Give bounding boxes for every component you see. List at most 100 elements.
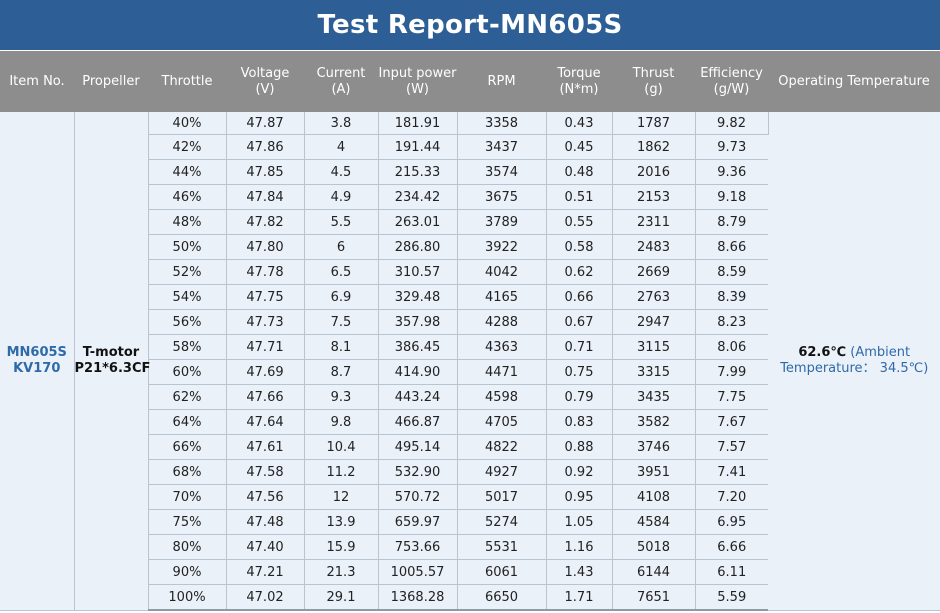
item-model: MN605S (6, 344, 67, 360)
thrust-cell: 7651 (612, 584, 696, 611)
thrust-cell: 2947 (612, 309, 696, 335)
throttle-cell: 68% (148, 459, 227, 485)
rpm-cell: 6650 (457, 584, 547, 611)
title-divider (0, 50, 940, 51)
rpm-cell: 4363 (457, 334, 547, 360)
throttle-cell: 80% (148, 534, 227, 560)
torque-cell: 0.83 (546, 409, 613, 435)
current-cell: 5.5 (304, 209, 379, 235)
header-unit: (g) (644, 81, 663, 97)
header-label: Current (316, 65, 366, 81)
table-row: 48% 47.82 5.5 263.01 3789 0.55 2311 8.79 (0, 209, 940, 235)
input-power-cell: 286.80 (378, 234, 458, 260)
throttle-cell: 52% (148, 259, 227, 285)
current-cell: 13.9 (304, 509, 379, 535)
thrust-cell: 4108 (612, 484, 696, 510)
efficiency-cell: 6.11 (695, 559, 768, 585)
torque-cell: 1.16 (546, 534, 613, 560)
throttle-cell: 64% (148, 409, 227, 435)
header-operating-temperature: Operating Temperature (768, 51, 940, 112)
throttle-cell: 46% (148, 184, 227, 210)
input-power-cell: 1368.28 (378, 584, 458, 611)
header-label: Thrust (632, 65, 675, 81)
input-power-cell: 191.44 (378, 134, 458, 160)
rpm-cell: 3437 (457, 134, 547, 160)
torque-cell: 0.66 (546, 284, 613, 310)
current-cell: 29.1 (304, 584, 379, 611)
header-label: Operating Temperature (778, 73, 930, 89)
current-cell: 4.5 (304, 159, 379, 185)
rpm-cell: 4705 (457, 409, 547, 435)
rpm-cell: 4598 (457, 384, 547, 410)
input-power-cell: 310.57 (378, 259, 458, 285)
rpm-cell: 4822 (457, 434, 547, 460)
thrust-cell: 2669 (612, 259, 696, 285)
rpm-cell: 5017 (457, 484, 547, 510)
input-power-cell: 386.45 (378, 334, 458, 360)
voltage-cell: 47.84 (226, 184, 305, 210)
torque-cell: 0.43 (546, 112, 613, 135)
current-cell: 7.5 (304, 309, 379, 335)
efficiency-cell: 7.41 (695, 459, 768, 485)
table-row: 66% 47.61 10.4 495.14 4822 0.88 3746 7.57 (0, 434, 940, 460)
current-cell: 12 (304, 484, 379, 510)
thrust-cell: 2311 (612, 209, 696, 235)
input-power-cell: 495.14 (378, 434, 458, 460)
propeller-cell: T-motor P21*6.3CF (74, 112, 150, 611)
throttle-cell: 60% (148, 359, 227, 385)
efficiency-cell: 9.73 (695, 134, 768, 160)
header-label: Propeller (82, 73, 140, 89)
thrust-cell: 1787 (612, 112, 696, 135)
header-item-no: Item No. (0, 51, 74, 112)
header-row: Item No. Propeller Throttle Voltage (V) Curre… (0, 51, 940, 112)
torque-cell: 0.71 (546, 334, 613, 360)
table-row: 46% 47.84 4.9 234.42 3675 0.51 2153 9.18 (0, 184, 940, 210)
rpm-cell: 3675 (457, 184, 547, 210)
current-cell: 4 (304, 134, 379, 160)
voltage-cell: 47.40 (226, 534, 305, 560)
operating-temperature-cell: 62.6℃ (Ambient Temperature： 34.5℃) (768, 112, 940, 611)
input-power-cell: 263.01 (378, 209, 458, 235)
header-label: Item No. (9, 73, 65, 89)
torque-cell: 1.05 (546, 509, 613, 535)
table-row: 100% 47.02 29.1 1368.28 6650 1.71 7651 5.59 (0, 584, 940, 611)
throttle-cell: 70% (148, 484, 227, 510)
table-row: MN605S KV170 T-motor P21*6.3CF 40% 47.87 3.8 18… (0, 112, 940, 611)
header-throttle: Throttle (148, 51, 226, 112)
torque-cell: 1.43 (546, 559, 613, 585)
voltage-cell: 47.73 (226, 309, 305, 335)
throttle-cell: 56% (148, 309, 227, 335)
rpm-cell: 3358 (457, 112, 547, 135)
rpm-cell: 4927 (457, 459, 547, 485)
input-power-cell: 234.42 (378, 184, 458, 210)
torque-cell: 0.55 (546, 209, 613, 235)
current-cell: 21.3 (304, 559, 379, 585)
header-input-power: Input power (W) (378, 51, 457, 112)
throttle-cell: 50% (148, 234, 227, 260)
thrust-cell: 6144 (612, 559, 696, 585)
current-cell: 9.3 (304, 384, 379, 410)
thrust-cell: 1862 (612, 134, 696, 160)
efficiency-cell: 5.59 (695, 584, 768, 611)
rpm-cell: 3574 (457, 159, 547, 185)
throttle-cell: 40% (148, 112, 227, 135)
header-label: Input power (378, 65, 457, 81)
test-report-table: Item No. Propeller Throttle Voltage (V) Curre… (0, 51, 940, 611)
ambient-note-prefix: (Ambient (846, 344, 911, 360)
current-cell: 6 (304, 234, 379, 260)
header-thrust: Thrust (g) (612, 51, 695, 112)
voltage-cell: 47.75 (226, 284, 305, 310)
item-kv: KV170 (13, 360, 61, 376)
torque-cell: 0.45 (546, 134, 613, 160)
thrust-cell: 4584 (612, 509, 696, 535)
voltage-cell: 47.64 (226, 409, 305, 435)
table-row: 56% 47.73 7.5 357.98 4288 0.67 2947 8.23 (0, 309, 940, 335)
voltage-cell: 47.48 (226, 509, 305, 535)
rpm-cell: 5274 (457, 509, 547, 535)
rpm-cell: 4471 (457, 359, 547, 385)
current-cell: 4.9 (304, 184, 379, 210)
current-cell: 3.8 (304, 112, 379, 135)
table-row: 90% 47.21 21.3 1005.57 6061 1.43 6144 6.11 (0, 559, 940, 585)
thrust-cell: 2483 (612, 234, 696, 260)
header-current: Current (A) (304, 51, 378, 112)
